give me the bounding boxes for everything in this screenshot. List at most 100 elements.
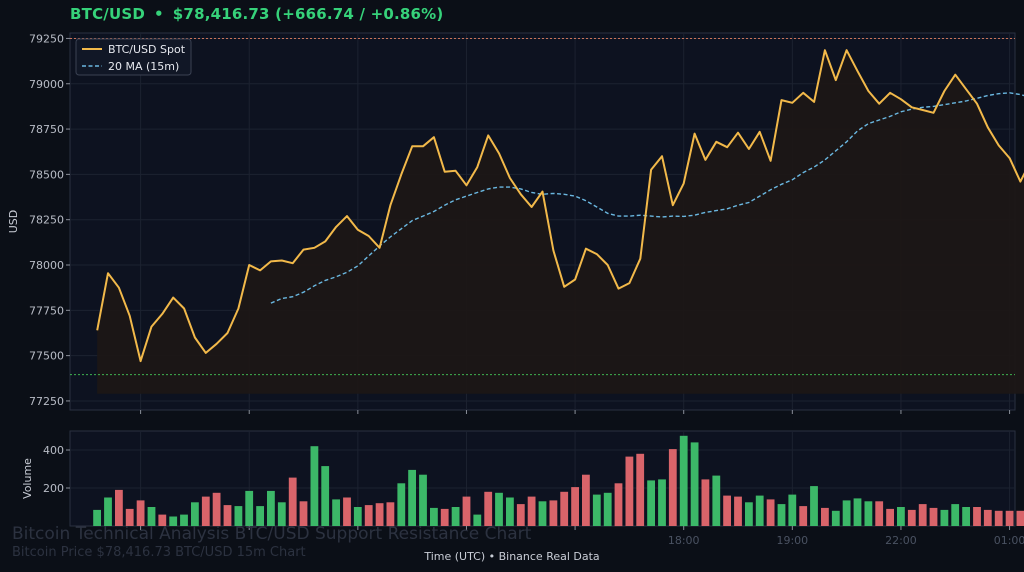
volume-bar: [538, 501, 547, 526]
volume-bar: [516, 504, 525, 526]
volume-bar: [353, 507, 362, 526]
volume-bar: [636, 453, 645, 526]
volume-bar: [256, 506, 264, 526]
y-tick-label: 77750: [29, 304, 64, 317]
volume-bar: [191, 502, 199, 527]
volume-bar: [1005, 510, 1014, 526]
volume-bar: [560, 491, 569, 526]
volume-bar: [527, 496, 536, 526]
volume-bar: [712, 475, 721, 526]
volume-axis-label: Volume: [21, 458, 34, 499]
volume-bar: [147, 507, 156, 526]
volume-bar: [158, 514, 167, 526]
volume-bar: [582, 474, 590, 526]
y-tick-label: 78000: [29, 259, 64, 272]
price-line: [96, 49, 1024, 363]
volume-bar: [777, 504, 786, 526]
y-tick-label: 79000: [29, 78, 64, 91]
volume-bar: [734, 496, 742, 526]
volume-bar: [201, 496, 210, 526]
x-tick-label: 01:00: [994, 534, 1024, 547]
volume-bar: [93, 509, 101, 526]
price-area-fill: [97, 50, 1024, 394]
volume-bar: [1016, 510, 1024, 526]
x-axis-caption: Time (UTC) • Binance Real Data: [424, 550, 600, 563]
header-separator: •: [154, 5, 164, 23]
volume-bar: [723, 495, 731, 526]
legend: BTC/USD Spot 20 MA (15m): [75, 38, 192, 76]
legend-label-ma: 20 MA (15m): [108, 60, 179, 73]
volume-bar: [668, 449, 677, 526]
volume-bar: [343, 497, 351, 526]
price-header: BTC/USD • $78,416.73 (+666.74 / +0.86%): [70, 5, 443, 23]
volume-bar: [571, 487, 579, 526]
volume-bar: [810, 486, 818, 526]
y-tick-label: 78250: [29, 214, 64, 227]
volume-bar: [625, 456, 634, 526]
volume-bar: [115, 489, 123, 526]
volume-bar: [125, 508, 134, 526]
volume-bar: [430, 507, 438, 526]
volume-bar: [310, 446, 319, 526]
volume-bar: [853, 498, 862, 526]
volume-bar: [299, 501, 308, 526]
volume-bar: [951, 504, 960, 526]
volume-bar: [473, 514, 482, 526]
volume-bar: [962, 507, 970, 526]
volume-bar: [614, 483, 623, 527]
volume-bar: [897, 507, 905, 526]
volume-bar: [419, 474, 427, 526]
y-tick-label: 79250: [29, 32, 64, 45]
volume-bar: [408, 469, 416, 526]
legend-label-spot: BTC/USD Spot: [108, 43, 186, 56]
volume-bar: [842, 500, 851, 526]
volume-bar: [462, 496, 471, 526]
volume-bar: [701, 479, 710, 526]
volume-bar: [375, 503, 384, 526]
y-axis-label: USD: [7, 210, 20, 234]
volume-bar: [104, 497, 112, 526]
volume-bar: [245, 490, 254, 526]
volume-bar: [321, 466, 330, 526]
price-change: (+666.74 / +0.86%): [275, 5, 444, 23]
volume-bar: [745, 502, 753, 527]
y-tick-label: 78750: [29, 123, 64, 136]
volume-bar: [755, 495, 764, 526]
price-panel: 77250 77500 77750 78000 78250 78500 78750 79000…: [7, 32, 1024, 547]
volume-bar: [973, 507, 981, 526]
y-tick-label: 77500: [29, 350, 64, 363]
volume-bar: [886, 508, 894, 526]
volume-bar: [288, 477, 297, 526]
volume-bar: [440, 508, 449, 526]
volume-bar: [506, 497, 514, 526]
volume-bar: [212, 492, 221, 527]
volume-bar: [549, 500, 558, 526]
volume-bar: [918, 504, 927, 526]
volume-bar: [451, 507, 460, 526]
pair-label: BTC/USD: [70, 5, 145, 23]
x-tick-label: 22:00: [885, 534, 917, 547]
ma-line: [270, 92, 1024, 304]
volume-bar: [940, 509, 949, 526]
current-price: $78,416.73: [172, 5, 270, 23]
legend-box: [75, 38, 192, 76]
volume-bar: [821, 507, 829, 526]
x-tick-label: 18:00: [668, 534, 700, 547]
volume-bar: [223, 505, 232, 526]
watermark-subtitle: Bitcoin Price $78,416.73 BTC/USD 15m Cha…: [12, 545, 306, 560]
volume-bar: [364, 505, 373, 526]
volume-bar: [234, 506, 243, 526]
volume-bar: [788, 494, 797, 526]
volume-bar: [603, 492, 612, 527]
y-tick-label: 77250: [29, 395, 64, 408]
watermark-title: Bitcoin Technical Analysis BTC/USD Suppo…: [12, 524, 532, 544]
volume-bar: [592, 494, 601, 526]
volume-bar: [929, 507, 938, 526]
volume-bar: [180, 514, 188, 526]
volume-bar: [658, 479, 666, 526]
volume-bar: [875, 501, 884, 526]
volume-bar: [864, 501, 873, 526]
volume-bar: [994, 510, 1003, 526]
volume-bar: [907, 509, 916, 526]
volume-bar: [679, 435, 688, 527]
